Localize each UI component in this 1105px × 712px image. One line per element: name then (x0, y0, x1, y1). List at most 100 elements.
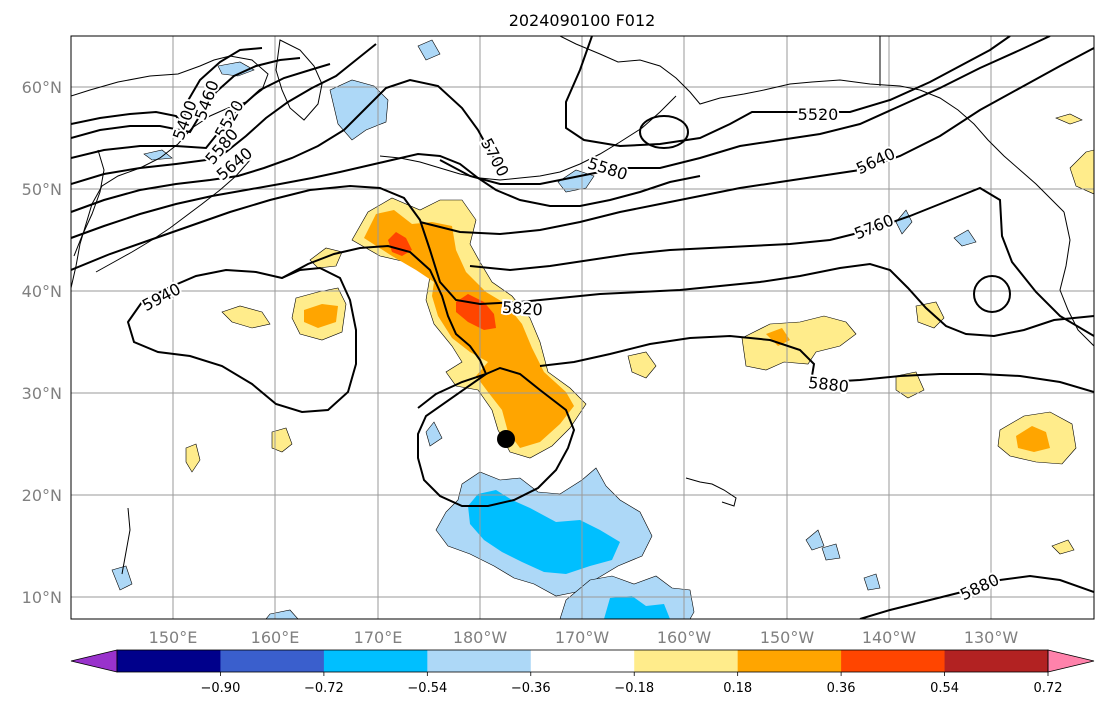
warm-plume-mid (364, 210, 574, 448)
lat-label: 30°N (22, 384, 62, 403)
warm-blob-w5 (185, 443, 201, 473)
colorbar-tick-label: −0.18 (614, 681, 654, 696)
height-contours (71, 36, 1094, 619)
contour-5400 (71, 47, 263, 129)
cool-region-hawaii-core (604, 596, 670, 619)
cool-region-e8 (265, 609, 299, 619)
map-title: 2024090100 F012 (509, 11, 656, 30)
colorbar-tick-label: −0.36 (511, 681, 551, 696)
cool-region-e2 (953, 229, 977, 247)
cool-region-north1 (329, 79, 389, 141)
warm-blob-e2 (627, 351, 657, 379)
contour-5520-west (71, 63, 331, 159)
contour-label: 5520 (798, 105, 839, 124)
longitude-labels: 150°E 160°E 170°E 180°W 170°W 160°W 150°… (149, 628, 1019, 647)
lon-label: 180°W (453, 628, 508, 647)
colorbar-frame (116, 649, 1049, 673)
warm-blob-w2 (221, 305, 271, 329)
contour-label: 5880 (807, 373, 849, 396)
colorbar-ticks: −0.90 −0.72 −0.54 −0.36 −0.18 0.18 0.36 0.54 0.7… (201, 672, 1063, 696)
latitude-labels: 10°N 20°N 30°N 40°N 50°N 60°N (22, 78, 62, 607)
colorbar-segment (220, 650, 325, 672)
coast-hawaii (685, 477, 737, 507)
colorbar-segment (117, 650, 221, 672)
map-area: 5400 5460 5520 5580 5640 5700 5520 5580 … (71, 36, 1094, 619)
coast-pacific-islands (121, 507, 131, 575)
contour-5520-ring (638, 115, 690, 149)
warm-blob-e3 (915, 301, 945, 329)
colorbar-segment (323, 650, 428, 672)
lat-label: 20°N (22, 486, 62, 505)
warm-blob-e1-core (766, 328, 790, 346)
warm-blob-e7 (1055, 113, 1083, 125)
cool-region-north2 (217, 61, 255, 77)
contour-5820 (71, 184, 1094, 338)
colorbar-tick-label: 0.18 (723, 681, 752, 696)
cool-region-e7 (111, 565, 133, 591)
colorbar: −0.90 −0.72 −0.54 −0.36 −0.18 0.18 0.36 0.54 0.7… (70, 649, 1095, 696)
warm-plume-core-south (456, 294, 496, 330)
colorbar-tick-label: −0.90 (201, 681, 241, 696)
storm-center-marker (497, 430, 515, 448)
contour-5580-west (71, 43, 377, 185)
warm-blob-e6 (1069, 149, 1094, 195)
colorbar-tick-label: 0.54 (930, 681, 959, 696)
lon-label: 150°E (149, 628, 198, 647)
lat-label: 50°N (22, 180, 62, 199)
graticule (71, 36, 1094, 619)
colorbar-segment (530, 650, 635, 672)
cool-region-e3 (425, 421, 443, 447)
lon-label: 160°E (251, 628, 300, 647)
warm-blob-e4 (895, 371, 925, 399)
coast-aleutians (379, 95, 677, 181)
colorbar-arrow-left (70, 649, 118, 673)
lon-label: 150°W (760, 628, 815, 647)
warm-blob-e5-core (1016, 426, 1050, 452)
coast-kuril (95, 159, 251, 273)
lon-label: 140°W (862, 628, 917, 647)
contour-5640-west (71, 78, 501, 213)
lon-label: 130°W (964, 628, 1019, 647)
coast-alaska (559, 36, 1065, 213)
colorbar-tick-label: −0.72 (304, 681, 344, 696)
lat-label: 40°N (22, 282, 62, 301)
cool-region-e4 (805, 529, 825, 551)
contour-5940 (126, 266, 357, 414)
contour-5760-ring (972, 275, 1012, 313)
cool-region-north5 (143, 149, 173, 161)
contour-5460 (71, 57, 301, 139)
contour-5760 (469, 186, 1094, 337)
lat-label: 10°N (22, 588, 62, 607)
colorbar-tick-label: −0.54 (407, 681, 447, 696)
cool-region-e6 (863, 573, 881, 591)
warm-blob-w4 (271, 427, 293, 453)
colorbar-arrow-right (1047, 649, 1095, 673)
cool-region-e5 (821, 543, 841, 561)
colorbar-segment (634, 650, 739, 672)
colorbar-segments (117, 650, 1049, 672)
contour-5880-south (859, 574, 1094, 619)
colorbar-segment (737, 650, 842, 672)
lon-label: 170°W (555, 628, 610, 647)
lon-label: 160°W (657, 628, 712, 647)
colorbar-segment (841, 650, 946, 672)
colorbar-segment (427, 650, 532, 672)
colorbar-segment (944, 650, 1049, 672)
map-frame (70, 35, 1095, 620)
contour-5880 (281, 244, 488, 409)
lon-label: 170°E (354, 628, 403, 647)
warm-blob-e1 (741, 315, 857, 371)
warm-blob-e8 (1051, 539, 1075, 555)
contour-label: 5820 (501, 298, 543, 320)
cool-region-north3 (417, 39, 441, 61)
colorbar-tick-label: 0.72 (1034, 681, 1063, 696)
contour-5640-east (419, 47, 1094, 236)
contour-5700 (71, 152, 701, 239)
lat-label: 60°N (22, 78, 62, 97)
contour-5520-east (565, 36, 1011, 148)
colorbar-tick-label: 0.36 (827, 681, 856, 696)
contour-5580-east (439, 36, 1051, 185)
coast-north-america (1059, 211, 1094, 347)
contour-5880-east (417, 334, 1094, 507)
